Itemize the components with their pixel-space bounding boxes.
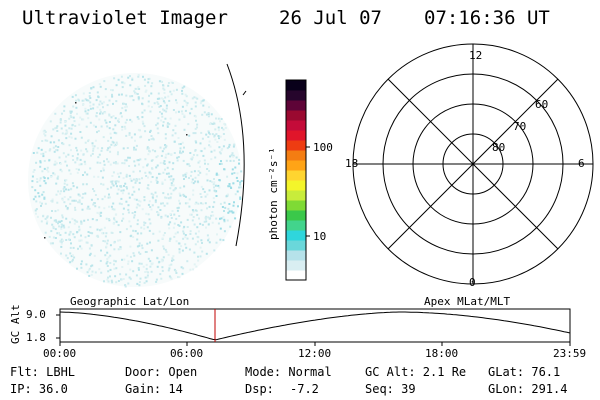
timeline-ylabel: GC Alt — [9, 304, 22, 344]
terminator-arc — [226, 63, 245, 247]
timeline-xtick-2359: 23:59 — [553, 347, 587, 360]
colorbar-segment — [286, 120, 306, 131]
info-glat: GLat: 76.1 — [488, 365, 561, 379]
info-ip: IP: 36.0 — [10, 382, 68, 396]
info-gcalt: GC Alt: 2.1 Re — [365, 365, 467, 379]
colorbar-segment — [286, 100, 306, 111]
colorbar-label-10: 10 — [313, 230, 327, 243]
info-door: Door: Open — [125, 365, 198, 379]
polar-diagonal-2 — [387, 78, 559, 250]
time-label: 07:16:36 UT — [424, 7, 550, 29]
uv-image-disc — [28, 63, 247, 288]
info-gain: Gain: 14 — [125, 382, 183, 396]
color-scale-bar — [286, 80, 306, 281]
timeline-frame — [59, 308, 571, 343]
info-dsp-value: -7.2 — [290, 382, 319, 396]
timeline-right-title: Apex MLat/MLT — [424, 295, 511, 308]
timeline-ytick-lower: 1.8 — [26, 331, 46, 344]
colorbar-segment — [286, 90, 306, 101]
colorbar-segment — [286, 240, 306, 251]
polar-ring-label-80: 80 — [492, 141, 506, 154]
polar-label-0: 0 — [469, 276, 476, 289]
altitude-curve — [59, 311, 571, 341]
colorbar-segment — [286, 160, 306, 171]
image-tick-mark — [242, 90, 247, 96]
colorbar-segment — [286, 270, 306, 281]
colorbar-segment — [286, 190, 306, 201]
timeline-ytick-upper: 9.0 — [26, 308, 46, 321]
info-dsp-label: Dsp: — [245, 382, 274, 396]
colorbar-unit-label: photon cm⁻²s⁻¹ — [267, 147, 280, 240]
colorbar-segment — [286, 200, 306, 211]
polar-ring-label-60: 60 — [535, 98, 549, 111]
colorbar-frame — [285, 79, 307, 281]
colorbar-segment — [286, 150, 306, 161]
timeline-left-title: Geographic Lat/Lon — [70, 295, 190, 308]
timeline-xtick-0600: 06:00 — [170, 347, 204, 360]
info-glon: GLon: 291.4 — [488, 382, 568, 396]
polar-ring-label-70: 70 — [513, 120, 527, 133]
colorbar-segment — [286, 110, 306, 121]
date-label: 26 Jul 07 — [279, 7, 382, 29]
timeline-xtick-1800: 18:00 — [425, 347, 459, 360]
polar-label-12: 12 — [469, 49, 483, 62]
info-mode: Mode: Normal — [245, 365, 332, 379]
colorbar-segment — [286, 260, 306, 271]
uv-speckle-layer — [31, 74, 243, 288]
colorbar-label-100: 100 — [313, 141, 333, 154]
timeline-plot — [56, 308, 571, 346]
polar-label-6: 6 — [578, 157, 585, 170]
colorbar-segment — [286, 250, 306, 261]
app-title: Ultraviolet Imager — [22, 7, 228, 29]
timeline-xtick-1200: 12:00 — [298, 347, 332, 360]
colorbar-segment — [286, 140, 306, 151]
colorbar-segment — [286, 220, 306, 231]
colorbar-segment — [286, 230, 306, 241]
polar-label-18: 18 — [345, 157, 359, 170]
colorbar-segment — [286, 130, 306, 141]
timeline-xtick-0000: 00:00 — [43, 347, 77, 360]
colorbar-segment — [286, 170, 306, 181]
colorbar-segment — [286, 180, 306, 191]
info-seq: Seq: 39 — [365, 382, 416, 396]
colorbar-segment — [286, 210, 306, 221]
info-filter: Flt: LBHL — [10, 365, 76, 379]
polar-plot — [352, 43, 594, 285]
colorbar-segment — [286, 80, 306, 91]
